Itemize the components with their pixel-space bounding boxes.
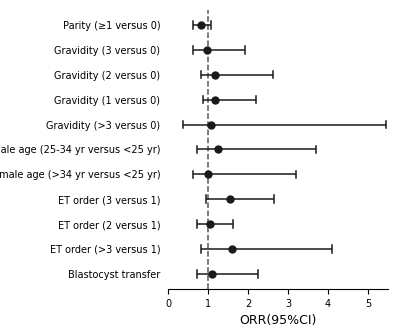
X-axis label: ORR(95%CI): ORR(95%CI)	[239, 314, 317, 327]
